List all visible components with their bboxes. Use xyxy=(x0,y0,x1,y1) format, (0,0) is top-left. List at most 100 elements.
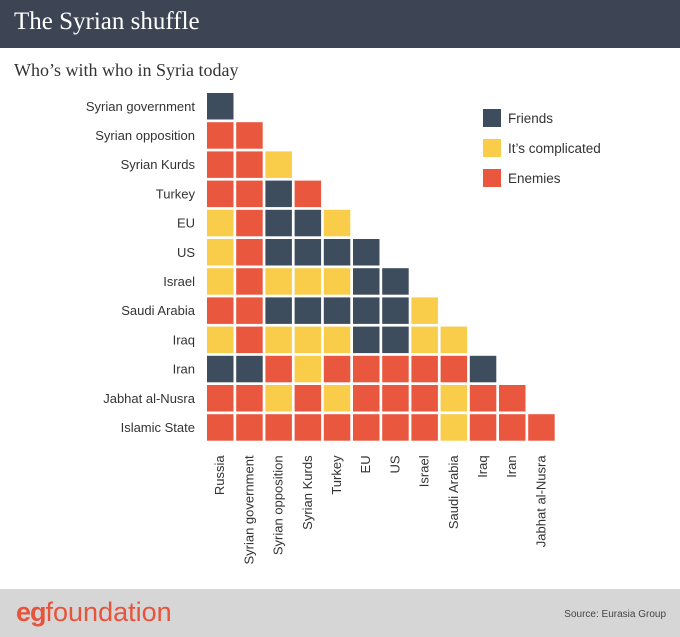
row-label: EU xyxy=(177,216,195,231)
heatmap-cell xyxy=(323,268,351,295)
heatmap-cell xyxy=(440,414,468,441)
heatmap-cell xyxy=(469,414,497,441)
page-title: The Syrian shuffle xyxy=(14,8,200,35)
legend-label: Enemies xyxy=(508,171,561,186)
row-label: Syrian opposition xyxy=(95,128,195,143)
heatmap-cell xyxy=(207,151,234,178)
heatmap-cell xyxy=(207,355,234,383)
heatmap-cell xyxy=(440,385,468,412)
column-label: Iran xyxy=(504,455,519,477)
heatmap-cell xyxy=(382,414,409,441)
heatmap-cell xyxy=(499,414,526,441)
heatmap-cell xyxy=(353,414,380,441)
heatmap-cell xyxy=(323,297,351,324)
heatmap-cell xyxy=(323,385,351,412)
heatmap-cell xyxy=(294,385,322,412)
heatmap-cell xyxy=(499,385,526,412)
heatmap-cell xyxy=(411,297,438,324)
row-label: Israel xyxy=(163,274,195,289)
heatmap-cell xyxy=(411,414,438,441)
row-label: Syrian Kurds xyxy=(121,157,196,172)
column-label: EU xyxy=(358,455,373,473)
row-label: Islamic State xyxy=(121,420,195,435)
row-label: Saudi Arabia xyxy=(121,303,195,318)
heatmap-cell xyxy=(353,326,380,354)
heatmap-cell xyxy=(294,209,322,237)
heatmap-cell xyxy=(353,239,380,266)
heatmap-cell xyxy=(265,326,292,354)
heatmap-cell xyxy=(207,239,234,266)
heatmap-cell xyxy=(207,122,234,149)
column-label: Jabhat al-Nusra xyxy=(533,455,548,548)
legend-label: Friends xyxy=(508,111,553,126)
heatmap-cell xyxy=(382,385,409,412)
column-label: Saudi Arabia xyxy=(446,455,461,529)
heatmap-cell xyxy=(353,297,380,324)
heatmap-cell xyxy=(265,151,292,178)
heatmap-cell xyxy=(294,326,322,354)
row-label: US xyxy=(177,245,195,260)
legend-label: It’s complicated xyxy=(508,141,601,156)
heatmap-cell xyxy=(353,268,380,295)
legend-swatch xyxy=(483,109,501,127)
heatmap-cell xyxy=(236,326,263,354)
header-bar: The Syrian shuffle xyxy=(0,0,680,48)
heatmap-cell xyxy=(323,209,351,237)
heatmap-cell xyxy=(294,239,322,266)
heatmap-cell xyxy=(382,355,409,383)
heatmap-cell xyxy=(382,326,409,354)
heatmap-cell xyxy=(265,180,292,208)
heatmap-cell xyxy=(207,268,234,295)
heatmap-cell xyxy=(236,355,263,383)
heatmap-cell xyxy=(323,239,351,266)
heatmap-cell xyxy=(265,239,292,266)
heatmap-cell xyxy=(265,414,292,441)
column-label: Israel xyxy=(417,455,432,487)
heatmap-cell xyxy=(411,326,438,354)
heatmap-cell xyxy=(440,355,468,383)
heatmap-cell xyxy=(294,297,322,324)
heatmap-cell xyxy=(294,180,322,208)
heatmap-cell xyxy=(265,297,292,324)
heatmap-cell xyxy=(207,414,234,441)
legend-swatch xyxy=(483,139,501,157)
column-label: Iraq xyxy=(475,455,490,477)
heatmap-cell xyxy=(382,297,409,324)
chart-subtitle: Who’s with who in Syria today xyxy=(14,60,239,80)
logo-prefix: eg xyxy=(16,597,46,627)
heatmap-cell xyxy=(236,268,263,295)
heatmap-cell xyxy=(411,355,438,383)
heatmap-cell xyxy=(294,355,322,383)
heatmap-cell xyxy=(323,326,351,354)
row-label: Jabhat al-Nusra xyxy=(103,391,196,406)
column-label: Syrian government xyxy=(241,455,256,564)
heatmap-cell xyxy=(207,385,234,412)
column-label: Turkey xyxy=(329,455,344,495)
heatmap-cell xyxy=(323,414,351,441)
heatmap-cell xyxy=(469,355,497,383)
heatmap-cell xyxy=(265,209,292,237)
heatmap-cell xyxy=(382,268,409,295)
heatmap-cell xyxy=(353,355,380,383)
relationship-heatmap: Syrian government Syrian opposition Syrian… xyxy=(86,93,601,565)
heatmap-cell xyxy=(236,180,263,208)
heatmap-cell xyxy=(265,355,292,383)
source-note: Source: Eurasia Group xyxy=(564,609,666,620)
legend-swatch xyxy=(483,169,501,187)
footer-bar: egfoundation Source: Eurasia Group xyxy=(0,589,680,637)
heatmap-cell xyxy=(353,385,380,412)
row-label: Turkey xyxy=(156,186,196,201)
heatmap-cell xyxy=(236,239,263,266)
heatmap-cell xyxy=(469,385,497,412)
heatmap-cell xyxy=(207,180,234,208)
heatmap-cell xyxy=(411,385,438,412)
column-label: Syrian Kurds xyxy=(300,455,315,530)
heatmap-cell xyxy=(236,209,263,237)
column-label: Russia xyxy=(212,455,227,496)
heatmap-cell xyxy=(236,151,263,178)
heatmap-cell xyxy=(294,268,322,295)
heatmap-cell xyxy=(236,385,263,412)
heatmap-cell xyxy=(294,414,322,441)
row-label: Iraq xyxy=(173,332,195,347)
heatmap-cell xyxy=(236,122,263,149)
